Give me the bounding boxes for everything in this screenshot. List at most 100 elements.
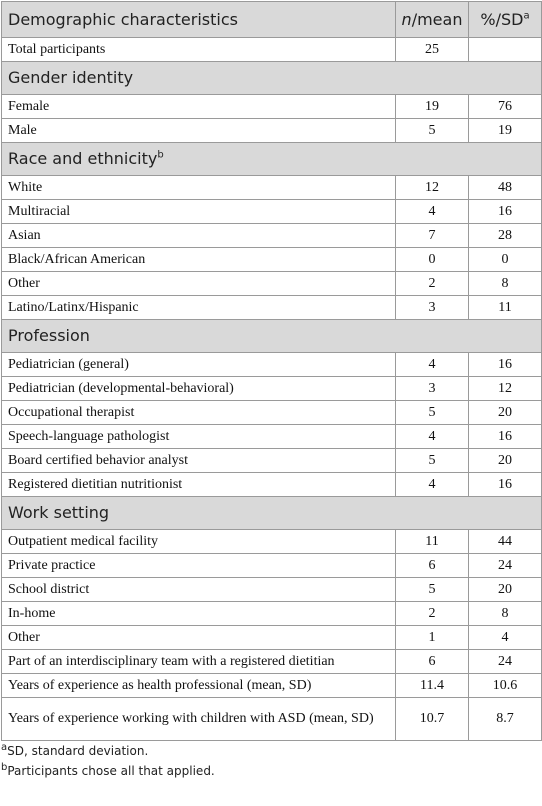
row-pct: 24 xyxy=(468,553,542,578)
table-row: Other 2 8 xyxy=(1,271,542,296)
row-pct: 8 xyxy=(468,271,542,296)
row-n: 6 xyxy=(395,649,469,674)
row-pct: 24 xyxy=(468,649,542,674)
row-label: Speech-language pathologist xyxy=(1,424,396,449)
row-pct: 4 xyxy=(468,625,542,650)
row-n: 12 xyxy=(395,175,469,200)
row-n: 5 xyxy=(395,577,469,602)
row-pct: 8 xyxy=(468,601,542,626)
row-n: 0 xyxy=(395,247,469,272)
row-label: Black/African American xyxy=(1,247,396,272)
header-characteristics: Demographic characteristics xyxy=(1,1,396,38)
row-pct: 28 xyxy=(468,223,542,248)
row-n: 4 xyxy=(395,472,469,497)
header-mean-label: /mean xyxy=(411,10,463,29)
footnote-text: Participants chose all that applied. xyxy=(7,764,215,778)
row-label: Other xyxy=(1,271,396,296)
row-n: 7 xyxy=(395,223,469,248)
row-n: 25 xyxy=(395,37,469,62)
table-row-total: Total participants 25 xyxy=(1,37,542,62)
row-label: White xyxy=(1,175,396,200)
table-row: Other 1 4 xyxy=(1,625,542,650)
table-row: Female 19 76 xyxy=(1,94,542,119)
header-pct-sd-label: %/SD xyxy=(480,10,524,29)
section-title: Race and ethnicityb xyxy=(1,142,542,176)
table-row: Board certified behavior analyst 5 20 xyxy=(1,448,542,473)
row-pct xyxy=(468,37,542,62)
row-pct: 10.6 xyxy=(468,673,542,698)
row-label: Pediatrician (general) xyxy=(1,352,396,377)
row-pct: 12 xyxy=(468,376,542,401)
row-n: 11 xyxy=(395,529,469,554)
table-footnotes: aSD, standard deviation. bParticipants c… xyxy=(1,741,541,781)
row-pct: 16 xyxy=(468,199,542,224)
row-label: Latino/Latinx/Hispanic xyxy=(1,295,396,320)
row-pct: 20 xyxy=(468,400,542,425)
section-footnote-b: b xyxy=(157,149,164,161)
footnote-text: SD, standard deviation. xyxy=(7,744,149,758)
table-row: Speech-language pathologist 4 16 xyxy=(1,424,542,449)
table-row: Latino/Latinx/Hispanic 3 11 xyxy=(1,295,542,320)
table-row: Years of experience working with childre… xyxy=(1,697,542,741)
row-n: 5 xyxy=(395,118,469,143)
row-pct: 48 xyxy=(468,175,542,200)
table-row: Registered dietitian nutritionist 4 16 xyxy=(1,472,542,497)
demographics-table-container: Demographic characteristics n/mean %/SDa… xyxy=(1,1,542,781)
row-label: Registered dietitian nutritionist xyxy=(1,472,396,497)
row-label: Pediatrician (developmental-behavioral) xyxy=(1,376,396,401)
footnote-a: aSD, standard deviation. xyxy=(1,741,541,761)
row-n: 5 xyxy=(395,400,469,425)
section-title-text: Race and ethnicity xyxy=(8,149,158,168)
table-row: Asian 7 28 xyxy=(1,223,542,248)
row-pct: 8.7 xyxy=(468,697,542,741)
footnote-mark: a xyxy=(1,742,8,753)
header-row: Demographic characteristics n/mean %/SDa xyxy=(1,1,542,38)
row-label: Years of experience working with childre… xyxy=(1,697,396,741)
section-race: Race and ethnicityb xyxy=(1,142,542,176)
table-row: Private practice 6 24 xyxy=(1,553,542,578)
row-label: Part of an interdisciplinary team with a… xyxy=(1,649,396,674)
row-label: Asian xyxy=(1,223,396,248)
row-n: 3 xyxy=(395,376,469,401)
row-label: Total participants xyxy=(1,37,396,62)
table-row: Part of an interdisciplinary team with a… xyxy=(1,649,542,674)
row-n: 4 xyxy=(395,199,469,224)
row-pct: 16 xyxy=(468,424,542,449)
footnote-mark: b xyxy=(1,762,8,773)
section-title: Work setting xyxy=(1,496,542,530)
row-n: 3 xyxy=(395,295,469,320)
table-row: In-home 2 8 xyxy=(1,601,542,626)
row-n: 5 xyxy=(395,448,469,473)
row-n: 2 xyxy=(395,601,469,626)
row-pct: 16 xyxy=(468,472,542,497)
row-label: School district xyxy=(1,577,396,602)
demographics-table: Demographic characteristics n/mean %/SDa… xyxy=(1,1,542,741)
row-pct: 0 xyxy=(468,247,542,272)
table-row: Outpatient medical facility 11 44 xyxy=(1,529,542,554)
row-n: 11.4 xyxy=(395,673,469,698)
row-label: Board certified behavior analyst xyxy=(1,448,396,473)
footnote-b: bParticipants chose all that applied. xyxy=(1,761,541,781)
row-pct: 19 xyxy=(468,118,542,143)
table-row: School district 5 20 xyxy=(1,577,542,602)
table-row: White 12 48 xyxy=(1,175,542,200)
header-pct-sd: %/SDa xyxy=(468,1,542,38)
row-label: Years of experience as health profession… xyxy=(1,673,396,698)
header-n-mean: n/mean xyxy=(395,1,469,38)
section-title: Gender identity xyxy=(1,61,542,95)
row-label: Male xyxy=(1,118,396,143)
row-pct: 20 xyxy=(468,448,542,473)
row-label: In-home xyxy=(1,601,396,626)
table-row: Multiracial 4 16 xyxy=(1,199,542,224)
row-label: Female xyxy=(1,94,396,119)
header-n-italic: n xyxy=(401,10,412,29)
header-footnote-a: a xyxy=(523,10,530,22)
table-row: Occupational therapist 5 20 xyxy=(1,400,542,425)
row-n: 4 xyxy=(395,424,469,449)
section-work-setting: Work setting xyxy=(1,496,542,530)
row-pct: 44 xyxy=(468,529,542,554)
table-row: Pediatrician (developmental-behavioral) … xyxy=(1,376,542,401)
section-title: Profession xyxy=(1,319,542,353)
row-label: Multiracial xyxy=(1,199,396,224)
row-label: Outpatient medical facility xyxy=(1,529,396,554)
